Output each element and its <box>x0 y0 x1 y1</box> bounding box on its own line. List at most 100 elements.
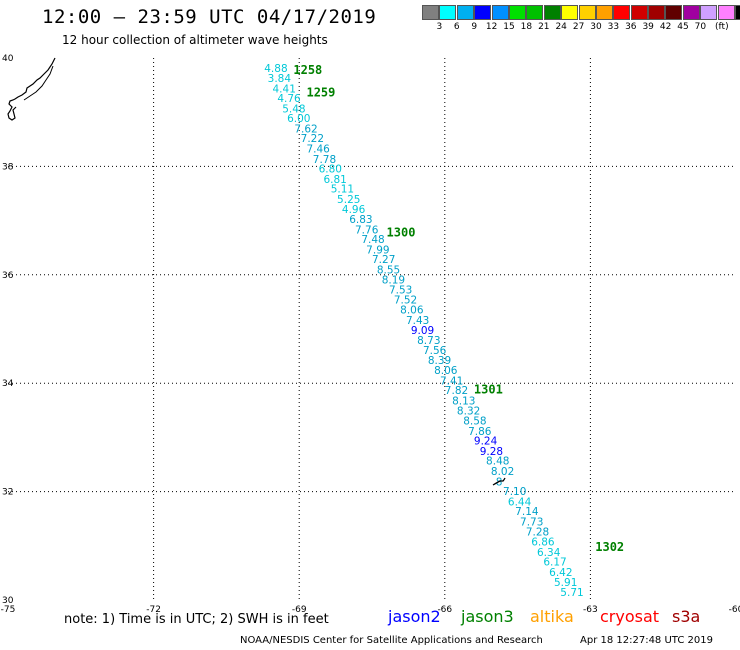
swh-value: 7.56 <box>423 345 447 357</box>
color-legend: 3 6 9 12 15 18 21 24 27 30 33 36 39 42 45 70 (ft) <box>422 5 740 34</box>
lat-tick-label: 38 <box>2 162 14 172</box>
swh-value: 4.88 <box>264 63 287 75</box>
track-time-labels: 1258 1259 1300 1301 1302 <box>293 63 624 554</box>
legend-label: 39 <box>642 22 654 32</box>
legend-swatch-13 <box>648 5 666 20</box>
legend-swatch-4 <box>491 5 509 20</box>
legend-swatch-5 <box>508 5 526 20</box>
legend-swatch-10 <box>595 5 613 20</box>
footer-credit: NOAA/NESDIS Center for Satellite Applica… <box>240 635 543 646</box>
track-swoosh <box>492 477 506 486</box>
legend-label: 42 <box>659 22 672 32</box>
lat-tick-label: 40 <box>2 54 14 64</box>
legend-swatch-15 <box>682 5 700 20</box>
lat-tick-label: 34 <box>2 379 14 389</box>
lon-tick-label: -60 <box>729 605 740 615</box>
lon-tick-label: -69 <box>292 605 307 615</box>
swh-value: 5.71 <box>560 587 583 599</box>
legend-swatch-9 <box>578 5 596 20</box>
swh-value: 5.91 <box>554 577 577 589</box>
satellite-s3a: s3a <box>672 607 701 626</box>
swh-value: 8.48 <box>486 456 509 468</box>
legend-swatch-1 <box>439 5 457 20</box>
map-axis-labels: -75 -72 -69 -66 -63 -60 40 38 36 34 32 30 <box>1 54 740 615</box>
swh-value: 6.34 <box>537 547 561 559</box>
swh-value: 7.78 <box>313 154 336 166</box>
legend-label: 3 <box>436 22 443 32</box>
legend-label: 30 <box>590 22 602 32</box>
swh-value: 8 <box>496 476 503 488</box>
swh-value: 7.28 <box>526 527 549 539</box>
swh-value: 7.73 <box>520 516 543 528</box>
swh-value: 7.52 <box>394 295 417 307</box>
swh-value: 7.41 <box>440 375 463 387</box>
legend-label: 36 <box>625 22 637 32</box>
page-title: 12:00 – 23:59 UTC 04/17/2019 <box>42 6 377 28</box>
lat-tick-label: 30 <box>2 596 14 606</box>
satellite-altika: altika <box>530 607 574 626</box>
footer-timestamp: Apr 18 12:27:48 UTC 2019 <box>580 635 713 646</box>
swh-value: 7.99 <box>366 244 389 256</box>
swh-value: 8.13 <box>452 396 475 408</box>
swh-value: 7.10 <box>503 486 526 498</box>
swh-value: 8.32 <box>457 405 480 417</box>
legend-label: 45 <box>677 22 689 32</box>
swh-value: 7.53 <box>389 284 412 296</box>
swh-value: 9.24 <box>474 436 498 448</box>
swh-value: 5.48 <box>282 103 305 115</box>
legend-swatch-6 <box>526 5 544 20</box>
legend-swatch-0 <box>422 5 439 20</box>
lon-tick-label: -72 <box>146 605 161 615</box>
legend-labels: 3 6 9 12 15 18 21 24 27 30 33 36 39 42 45 70 (ft) <box>422 20 740 34</box>
swh-value: 6.86 <box>531 536 555 548</box>
swh-value: 7.62 <box>294 123 317 135</box>
lon-tick-label: -63 <box>583 605 598 615</box>
swh-value: 7.82 <box>445 385 468 397</box>
lat-tick-label: 36 <box>2 271 14 281</box>
legend-swatch-8 <box>561 5 579 20</box>
legend-swatches <box>422 5 740 20</box>
swh-value: 7.27 <box>372 254 395 266</box>
swh-value: 7.76 <box>355 224 379 236</box>
lon-tick-label: -66 <box>437 605 452 615</box>
swh-value: 6.81 <box>323 174 346 186</box>
legend-label: 15 <box>503 22 515 32</box>
legend-swatch-17 <box>717 5 735 20</box>
satellite-cryosat: cryosat <box>600 607 660 626</box>
satellite-jason2: jason2 <box>388 607 441 626</box>
coastline-island <box>23 65 54 101</box>
swh-value: 7.48 <box>361 234 384 246</box>
legend-swatch-2 <box>456 5 474 20</box>
swh-value: 4.76 <box>277 93 301 105</box>
swh-value: 7.22 <box>301 133 324 145</box>
swh-value: 5.25 <box>337 194 360 206</box>
swh-value: 6.00 <box>287 113 310 125</box>
legend-swatch-3 <box>474 5 492 20</box>
legend-label: 6 <box>453 22 460 32</box>
legend-label: 70 <box>694 22 707 32</box>
legend-swatch-14 <box>665 5 683 20</box>
swh-value: 6.17 <box>543 557 566 569</box>
swh-value: 8.39 <box>428 355 451 367</box>
swh-value: 4.96 <box>342 204 366 216</box>
swh-value: 9.09 <box>411 325 434 337</box>
legend-swatch-11 <box>613 5 631 20</box>
swh-value: 8.55 <box>377 264 400 276</box>
track-time: 1300 <box>387 225 416 239</box>
swh-value: 7.46 <box>306 144 330 156</box>
legend-label: 12 <box>485 22 498 32</box>
legend-swatch-7 <box>543 5 561 20</box>
track-time: 1302 <box>595 540 624 554</box>
swh-value: 6.44 <box>508 496 532 508</box>
map-grid <box>8 58 736 600</box>
swh-value: 8.06 <box>434 365 458 377</box>
swh-value: 8.58 <box>463 416 486 428</box>
swh-value: 7.43 <box>406 315 429 327</box>
satellite-jason3: jason3 <box>461 607 514 626</box>
legend-label: 27 <box>572 22 585 32</box>
legend-label: 9 <box>471 22 478 32</box>
legend-swatch-18 <box>735 5 740 20</box>
swh-value: 7.86 <box>468 426 492 438</box>
lon-tick-label: -75 <box>1 605 16 615</box>
